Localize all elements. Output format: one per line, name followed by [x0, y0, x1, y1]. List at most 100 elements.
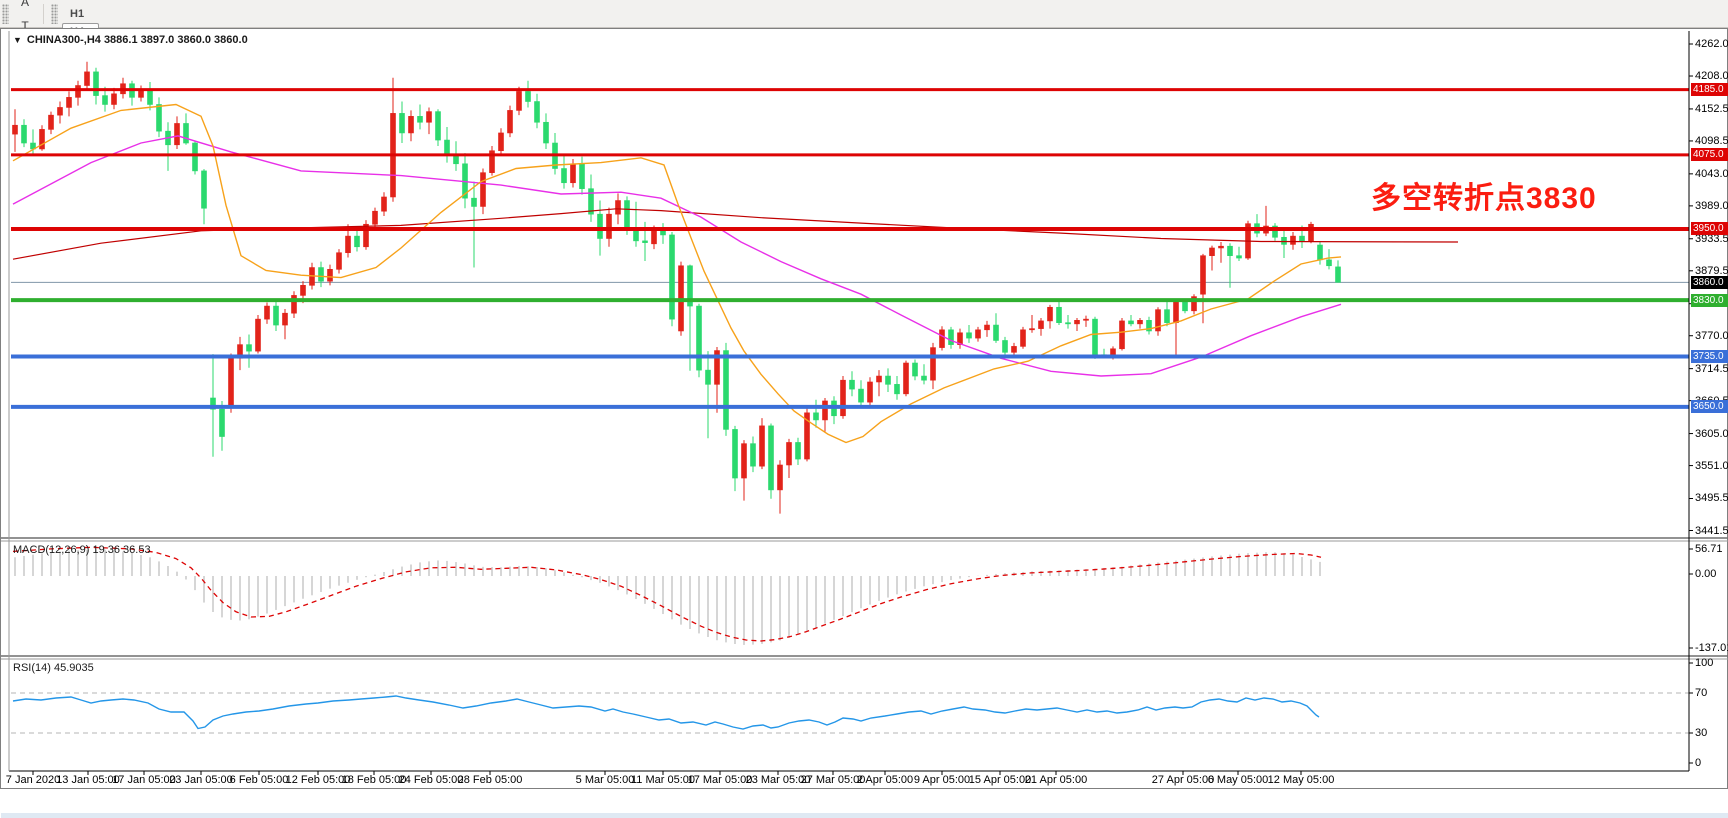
- price-axis-label: 3933.5: [1695, 232, 1728, 245]
- candle: [84, 61, 90, 90]
- chart-menu-triangle-icon[interactable]: ▼: [13, 35, 22, 45]
- candle: [291, 291, 297, 318]
- time-axis-label: 7 Jan 2020: [5, 774, 61, 786]
- candle: [750, 436, 756, 473]
- candle: [93, 67, 99, 105]
- rsi-axis-label: 30: [1695, 727, 1708, 739]
- time-axis-label: 13 Jan 05:00: [56, 774, 120, 786]
- candle: [705, 351, 711, 439]
- candle: [831, 396, 837, 425]
- horizontal-level-lines[interactable]: [11, 88, 1689, 409]
- candle: [66, 91, 72, 117]
- chart-window[interactable]: ▼ CHINA300-,H4 3886.1 3897.0 3860.0 3860.…: [0, 28, 1728, 818]
- axes[interactable]: [8, 31, 1693, 775]
- timeframe-M30[interactable]: M30: [62, 0, 99, 5]
- toolbar-drag-handle[interactable]: [2, 3, 9, 24]
- candle: [1065, 314, 1071, 329]
- candle: [867, 377, 873, 406]
- chart-canvas[interactable]: [1, 29, 1728, 790]
- price-line-badge: 3950.0: [1691, 222, 1728, 236]
- price-axis-label: 3605.0: [1695, 427, 1728, 440]
- price-axis-label: 4152.5: [1695, 102, 1728, 115]
- candle: [75, 80, 81, 106]
- candle: [1227, 243, 1233, 288]
- time-axis-label: 17 Jan 05:00: [112, 774, 176, 786]
- candle: [363, 220, 369, 250]
- time-axis-label: 2 Apr 05:00: [856, 774, 914, 786]
- candle: [201, 169, 207, 225]
- rsi-axis-label: 70: [1695, 687, 1708, 699]
- time-axis-label: 21 Apr 05:00: [1024, 774, 1088, 786]
- candle: [129, 80, 135, 106]
- price-axis-label: 4098.5: [1695, 134, 1728, 147]
- candle: [399, 101, 405, 144]
- candle: [165, 122, 171, 171]
- candle: [156, 97, 162, 138]
- candle: [48, 111, 54, 135]
- candle: [1155, 307, 1161, 336]
- candle: [21, 119, 27, 148]
- candle: [390, 77, 396, 202]
- price-axis-label: 3551.0: [1695, 459, 1728, 472]
- candle: [633, 201, 639, 247]
- candle: [1335, 260, 1341, 283]
- price-axis-label: 4043.0: [1695, 167, 1728, 180]
- candle: [1290, 231, 1296, 250]
- candle: [282, 309, 288, 340]
- time-axis-label: 12 Feb 05:00: [285, 774, 351, 786]
- macd-axis-label: 56.71: [1695, 543, 1723, 555]
- candle: [489, 145, 495, 176]
- candle: [336, 249, 342, 274]
- toolbar-drag-handle-2[interactable]: [51, 3, 58, 24]
- macd-indicator-label: MACD(12,26,9) 19.36 36.53: [13, 544, 151, 556]
- candle: [138, 85, 144, 102]
- candle: [696, 303, 702, 378]
- candle: [588, 174, 594, 222]
- candle: [480, 168, 486, 215]
- candle: [1164, 300, 1170, 327]
- candle: [921, 364, 927, 385]
- timeframe-H1[interactable]: H1: [70, 7, 85, 20]
- candle: [246, 334, 252, 368]
- price-line-badge: 3650.0: [1691, 400, 1728, 414]
- candle: [660, 223, 666, 244]
- time-axis-label: 27 Mar 05:00: [800, 774, 866, 786]
- time-axis-label: 9 Apr 05:00: [913, 774, 971, 786]
- candle: [741, 440, 747, 501]
- candle: [1137, 317, 1143, 329]
- candle: [1146, 316, 1152, 335]
- text-box-button[interactable]: T: [21, 18, 29, 33]
- candle: [543, 113, 549, 149]
- chart-annotation[interactable]: 多空转折点3830: [1371, 182, 1597, 215]
- candles: [12, 61, 1341, 514]
- time-axis-label: 5 Mar 05:00: [575, 774, 635, 786]
- macd-axis-label: 0.00: [1695, 568, 1717, 580]
- time-axis-label: 23 Jan 05:00: [169, 774, 233, 786]
- price-axis-label: 3770.0: [1695, 329, 1728, 342]
- time-axis-label: 17 Mar 05:00: [687, 774, 753, 786]
- candle: [192, 141, 198, 175]
- candle: [1020, 326, 1026, 349]
- candle: [1056, 298, 1062, 326]
- candle: [273, 298, 279, 331]
- candle: [498, 128, 504, 155]
- candle: [1092, 316, 1098, 359]
- candle: [255, 314, 261, 354]
- candle: [561, 154, 567, 189]
- price-axis-label: 3989.0: [1695, 199, 1728, 212]
- candle: [1308, 221, 1314, 244]
- candle: [804, 408, 810, 462]
- rsi-axis-label: 0: [1695, 757, 1702, 769]
- candle: [1281, 230, 1287, 259]
- candle: [174, 116, 180, 149]
- candle: [795, 437, 801, 465]
- candle: [840, 376, 846, 419]
- price-axis-label: 3714.5: [1695, 362, 1728, 375]
- time-axis-label: 11 Mar 05:00: [630, 774, 696, 786]
- candle: [876, 370, 882, 397]
- candle: [687, 264, 693, 371]
- candle: [417, 104, 423, 130]
- label-a-button[interactable]: A: [20, 0, 29, 9]
- candle: [1317, 242, 1323, 265]
